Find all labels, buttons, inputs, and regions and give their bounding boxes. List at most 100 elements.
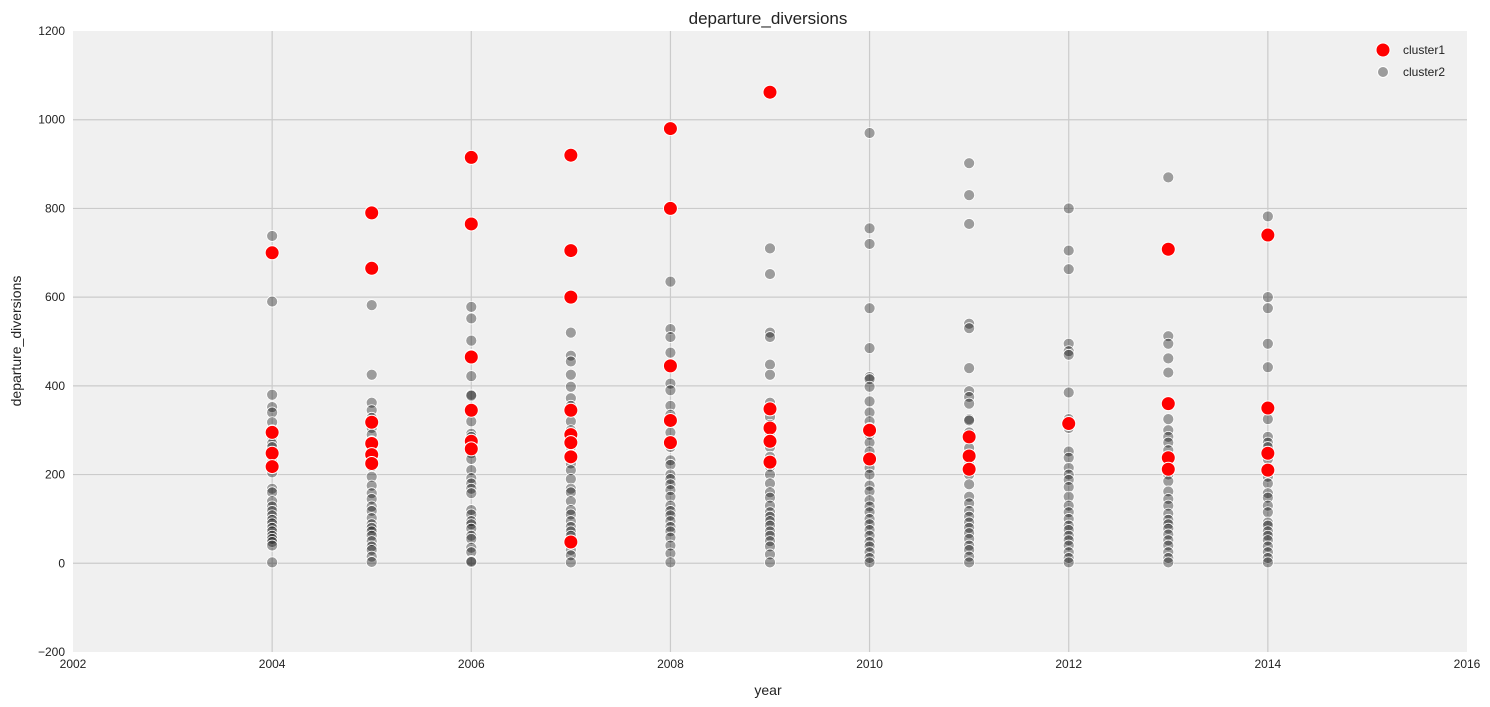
cluster2-point — [266, 517, 279, 530]
cluster2-point — [465, 556, 478, 568]
cluster2-point — [664, 384, 677, 397]
cluster2-point — [1062, 506, 1075, 519]
cluster1-point — [1160, 461, 1176, 477]
y-tick-label: 600 — [45, 290, 65, 304]
cluster1-point — [264, 445, 280, 461]
cluster2-point — [1162, 518, 1175, 531]
y-axis-label: departure_diversions — [8, 276, 24, 407]
cluster1-point — [961, 461, 977, 477]
x-tick-label: 2012 — [1055, 657, 1082, 671]
x-tick-label: 2002 — [60, 657, 87, 671]
cluster2-point — [1261, 210, 1274, 223]
cluster1-point — [364, 414, 380, 430]
cluster2-point — [564, 521, 577, 533]
x-tick-label: 2016 — [1454, 657, 1481, 671]
cluster2-point — [664, 525, 677, 538]
cluster1-point — [364, 455, 380, 471]
cluster2-point — [1261, 491, 1274, 504]
cluster1-point — [1260, 462, 1276, 478]
cluster2-point — [1062, 244, 1075, 257]
y-tick-label: 1200 — [38, 24, 65, 38]
cluster2-point — [863, 222, 876, 235]
cluster1-point — [1260, 445, 1276, 461]
cluster2-point — [1062, 462, 1075, 474]
cluster2-point — [465, 482, 478, 495]
cluster2-point — [365, 368, 378, 381]
cluster2-point — [564, 556, 577, 569]
cluster2-point — [664, 539, 677, 552]
chart-title: departure_diversions — [689, 9, 848, 28]
cluster2-point — [465, 487, 478, 500]
cluster2-point — [1062, 451, 1075, 464]
y-tick-label: 0 — [58, 556, 65, 570]
legend-label-cluster2: cluster2 — [1403, 65, 1445, 79]
cluster2-point — [266, 230, 279, 242]
cluster2-point — [764, 525, 776, 538]
cluster2-point — [664, 490, 677, 503]
cluster2-point — [963, 391, 976, 403]
cluster2-point — [1062, 552, 1075, 564]
cluster2-point — [365, 470, 378, 483]
cluster2-point — [664, 377, 677, 390]
cluster1-point — [662, 412, 678, 428]
cluster2-point — [465, 312, 478, 325]
cluster1-point — [563, 435, 579, 451]
cluster2-point — [664, 531, 677, 544]
cluster1-point — [563, 147, 579, 163]
cluster2-point — [465, 334, 478, 347]
cluster2-point — [365, 556, 378, 568]
cluster2-point — [365, 500, 378, 513]
cluster2-point — [465, 532, 478, 545]
x-tick-label: 2010 — [856, 657, 883, 671]
cluster2-point — [266, 529, 279, 542]
cluster2-point — [664, 454, 677, 467]
cluster1-point — [662, 121, 678, 137]
cluster1-point — [463, 216, 479, 232]
cluster1-point — [961, 429, 977, 445]
cluster1-point — [1260, 227, 1276, 243]
cluster2-point — [1162, 539, 1175, 552]
cluster2-point — [863, 485, 876, 498]
cluster1-point — [662, 200, 678, 216]
cluster2-point — [1062, 202, 1075, 215]
cluster2-point — [266, 295, 279, 308]
cluster2-point — [1162, 552, 1175, 564]
cluster2-point — [1062, 490, 1075, 503]
cluster2-point — [1062, 263, 1075, 276]
cluster2-point — [465, 464, 478, 477]
cluster2-point — [764, 548, 776, 561]
cluster2-point — [465, 529, 478, 542]
cluster2-point — [963, 322, 976, 335]
cluster2-point — [664, 505, 677, 517]
cluster1-point — [862, 422, 878, 438]
y-tick-label: 400 — [45, 379, 65, 393]
cluster1-point — [463, 349, 479, 365]
cluster2-point — [764, 491, 776, 504]
cluster2-point — [564, 486, 577, 499]
legend-marker-cluster2 — [1377, 66, 1389, 78]
cluster2-point — [1062, 556, 1075, 569]
cluster1-point — [364, 205, 380, 221]
x-tick-label: 2008 — [657, 657, 684, 671]
cluster1-point — [762, 420, 778, 436]
cluster2-point — [365, 544, 378, 556]
cluster2-point — [266, 532, 279, 545]
cluster2-point — [863, 552, 876, 564]
cluster1-point — [563, 449, 579, 465]
x-tick-label: 2006 — [458, 657, 485, 671]
cluster2-point — [664, 399, 677, 412]
cluster2-point — [1162, 493, 1175, 505]
legend-marker-cluster1 — [1375, 42, 1391, 58]
cluster1-point — [1260, 400, 1276, 416]
cluster1-point — [762, 84, 778, 100]
cluster2-point — [664, 458, 677, 471]
cluster2-point — [1162, 352, 1175, 365]
x-tick-label: 2014 — [1255, 657, 1282, 671]
cluster2-point — [664, 484, 677, 496]
cluster2-point — [564, 355, 577, 368]
cluster2-point — [1062, 481, 1075, 493]
cluster1-point — [862, 451, 878, 467]
cluster2-point — [266, 505, 279, 517]
cluster2-point — [1062, 386, 1075, 399]
